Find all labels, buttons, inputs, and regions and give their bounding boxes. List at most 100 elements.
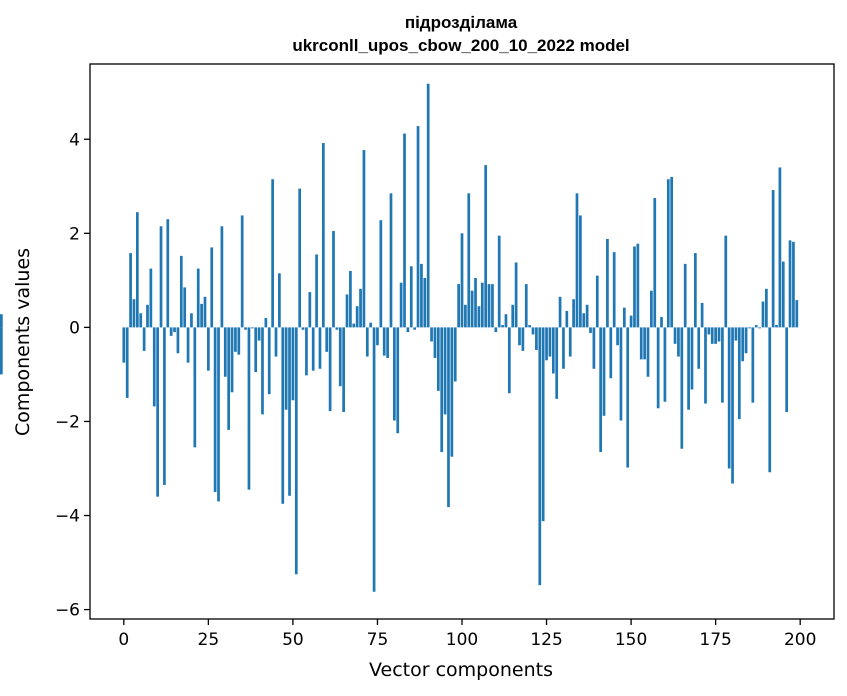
- bar: [321, 143, 325, 328]
- x-tick-label: 175: [699, 630, 731, 650]
- bar: [528, 325, 531, 328]
- bar: [423, 278, 427, 328]
- bar: [409, 266, 413, 328]
- bar: [714, 327, 717, 344]
- bar: [538, 327, 542, 586]
- y-tick-label: −2: [55, 412, 80, 432]
- bar: [453, 327, 457, 382]
- x-tick-label: 150: [615, 630, 647, 650]
- bar: [159, 226, 163, 328]
- bar: [335, 327, 339, 330]
- bar: [443, 327, 447, 415]
- bar: [342, 327, 345, 413]
- bar: [305, 327, 308, 376]
- bar: [558, 296, 562, 328]
- bar: [284, 327, 288, 410]
- bar: [633, 246, 636, 328]
- bar: [535, 327, 538, 350]
- bar: [257, 327, 261, 341]
- bar: [487, 284, 491, 328]
- bar: [545, 327, 548, 361]
- bar: [758, 327, 761, 329]
- bar: [132, 299, 136, 328]
- bar: [507, 327, 511, 394]
- bar: [721, 327, 724, 403]
- bar: [687, 327, 690, 410]
- bar: [332, 230, 335, 328]
- bar: [744, 327, 748, 354]
- bar: [393, 327, 396, 421]
- bar: [250, 327, 254, 329]
- bar: [768, 327, 772, 473]
- bar: [467, 193, 471, 328]
- bar: [562, 327, 565, 369]
- bar: [420, 263, 423, 328]
- bar: [281, 327, 285, 504]
- bar: [213, 327, 217, 493]
- bar: [227, 327, 231, 430]
- bar: [690, 327, 694, 390]
- bar: [146, 304, 149, 328]
- bar: [274, 327, 278, 357]
- bar: [200, 303, 203, 328]
- bar: [599, 327, 603, 453]
- bar: [430, 327, 433, 342]
- bar: [318, 327, 322, 369]
- bar: [683, 263, 687, 328]
- chart-title-line1: підрозділама: [405, 13, 518, 32]
- bar: [345, 294, 349, 328]
- bar: [457, 284, 460, 328]
- bar: [788, 240, 792, 328]
- bar: [152, 327, 156, 407]
- bar: [579, 215, 582, 328]
- chart-title-line2: ukrconll_upos_cbow_200_10_2022 model: [292, 36, 629, 55]
- bar: [555, 327, 559, 399]
- bar: [524, 284, 528, 328]
- bar: [389, 193, 393, 328]
- bar: [771, 190, 775, 328]
- bar: [470, 290, 474, 328]
- bar: [592, 327, 596, 369]
- bar: [666, 179, 670, 328]
- bar: [673, 327, 677, 344]
- bar: [173, 327, 176, 333]
- bar: [362, 150, 366, 328]
- bar: [176, 327, 180, 354]
- y-tick-label: 0: [69, 318, 80, 338]
- bar: [382, 327, 386, 356]
- plot-frame: [89, 63, 835, 620]
- bar: [149, 268, 153, 328]
- bar: [707, 327, 711, 335]
- bar: [240, 215, 244, 328]
- bar: [480, 282, 484, 328]
- bar: [460, 233, 464, 328]
- x-tick-label: 25: [198, 630, 220, 650]
- x-tick-label: 200: [784, 630, 816, 650]
- bar: [166, 219, 170, 328]
- bar: [352, 323, 356, 328]
- bar: [406, 327, 410, 333]
- bar: [663, 327, 667, 402]
- bar: [511, 304, 515, 328]
- bar: [484, 165, 488, 328]
- bar: [399, 282, 403, 328]
- bar: [606, 238, 609, 328]
- bar: [765, 288, 768, 328]
- bar: [359, 288, 362, 328]
- bar: [308, 292, 312, 328]
- bar: [247, 327, 251, 490]
- bar: [183, 287, 187, 328]
- bar: [565, 310, 569, 328]
- bar: [271, 179, 274, 328]
- bar: [737, 327, 741, 420]
- bar: [629, 315, 633, 328]
- bar: [514, 262, 518, 328]
- bar: [450, 327, 454, 457]
- bar: [727, 327, 731, 469]
- bar: [585, 304, 589, 328]
- bar: [734, 327, 738, 341]
- bar: [142, 327, 146, 351]
- bar: [386, 327, 389, 358]
- bar: [447, 327, 450, 508]
- bar: [125, 327, 129, 398]
